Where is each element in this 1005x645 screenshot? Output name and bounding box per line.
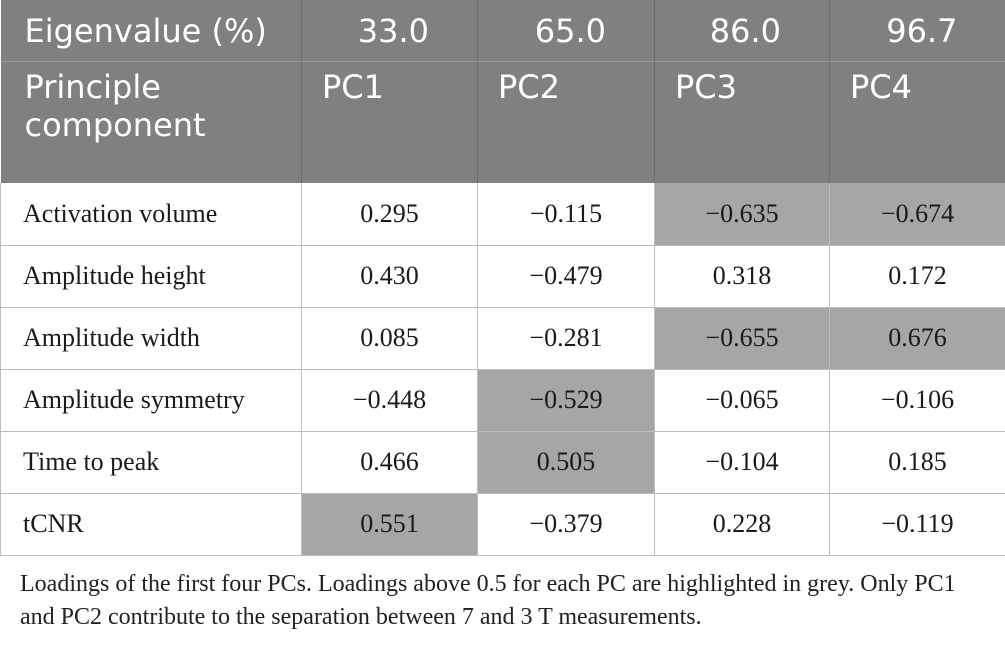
loading-value-pc1: 0.551 bbox=[301, 493, 478, 556]
loading-value-pc4: 0.172 bbox=[829, 245, 1005, 308]
loading-value-pc1: −0.448 bbox=[301, 369, 478, 432]
loading-value-pc4: −0.119 bbox=[829, 493, 1005, 556]
pc-header-label: Principle component bbox=[0, 60, 302, 183]
loading-value-pc2: −0.379 bbox=[477, 493, 655, 556]
row-label: Amplitude height bbox=[0, 245, 302, 308]
row-label: Amplitude symmetry bbox=[0, 369, 302, 432]
pc3-header: PC3 bbox=[654, 60, 830, 183]
eigenvalue-pc3: 86.0 bbox=[654, 0, 830, 61]
table-row: Amplitude width 0.085 −0.281 −0.655 0.676 bbox=[0, 307, 1005, 370]
eigenvalue-pc1: 33.0 bbox=[301, 0, 478, 61]
loading-value-pc3: 0.318 bbox=[654, 245, 830, 308]
pc1-header: PC1 bbox=[301, 60, 478, 183]
pc2-header: PC2 bbox=[477, 60, 655, 183]
loading-value-pc3: −0.065 bbox=[654, 369, 830, 432]
eigenvalue-label: Eigenvalue (%) bbox=[0, 0, 302, 61]
loading-value-pc3: 0.228 bbox=[654, 493, 830, 556]
loading-value-pc2: −0.281 bbox=[477, 307, 655, 370]
loading-value-pc3: −0.104 bbox=[654, 431, 830, 494]
table-row: Amplitude symmetry −0.448 −0.529 −0.065 −0.1… bbox=[0, 369, 1005, 432]
loadings-table: Eigenvalue (%) 33.0 65.0 86.0 96.7 Princ… bbox=[0, 0, 1005, 556]
row-label: Activation volume bbox=[0, 183, 302, 246]
row-label: tCNR bbox=[0, 493, 302, 556]
loading-value-pc2: −0.115 bbox=[477, 183, 655, 246]
loading-value-pc2: −0.529 bbox=[477, 369, 655, 432]
eigenvalue-pc2: 65.0 bbox=[477, 0, 655, 61]
loading-value-pc4: −0.674 bbox=[829, 183, 1005, 246]
loading-value-pc2: −0.479 bbox=[477, 245, 655, 308]
loading-value-pc4: −0.106 bbox=[829, 369, 1005, 432]
loading-value-pc3: −0.655 bbox=[654, 307, 830, 370]
pc-label-line1: Principle bbox=[24, 67, 161, 106]
row-label: Time to peak bbox=[0, 431, 302, 494]
table-row: tCNR 0.551 −0.379 0.228 −0.119 bbox=[0, 493, 1005, 556]
table-caption: Loadings of the first four PCs. Loadings… bbox=[20, 571, 956, 630]
loading-value-pc1: 0.466 bbox=[301, 431, 478, 494]
loading-value-pc1: 0.430 bbox=[301, 245, 478, 308]
loading-value-pc3: −0.635 bbox=[654, 183, 830, 246]
pc-label-line2: component bbox=[24, 105, 206, 144]
pc-header-row: Principle component PC1 PC2 PC3 PC4 bbox=[0, 60, 1005, 183]
eigenvalue-row: Eigenvalue (%) 33.0 65.0 86.0 96.7 bbox=[0, 0, 1005, 61]
eigenvalue-pc4: 96.7 bbox=[829, 0, 1005, 61]
loading-value-pc1: 0.295 bbox=[301, 183, 478, 246]
loading-value-pc4: 0.185 bbox=[829, 431, 1005, 494]
table-row: Activation volume 0.295 −0.115 −0.635 −0.674 bbox=[0, 183, 1005, 246]
pc4-header: PC4 bbox=[829, 60, 1005, 183]
table-row: Time to peak 0.466 0.505 −0.104 0.185 bbox=[0, 431, 1005, 494]
loading-value-pc1: 0.085 bbox=[301, 307, 478, 370]
row-label: Amplitude width bbox=[0, 307, 302, 370]
loading-value-pc2: 0.505 bbox=[477, 431, 655, 494]
loading-value-pc4: 0.676 bbox=[829, 307, 1005, 370]
table-row: Amplitude height 0.430 −0.479 0.318 0.172 bbox=[0, 245, 1005, 308]
